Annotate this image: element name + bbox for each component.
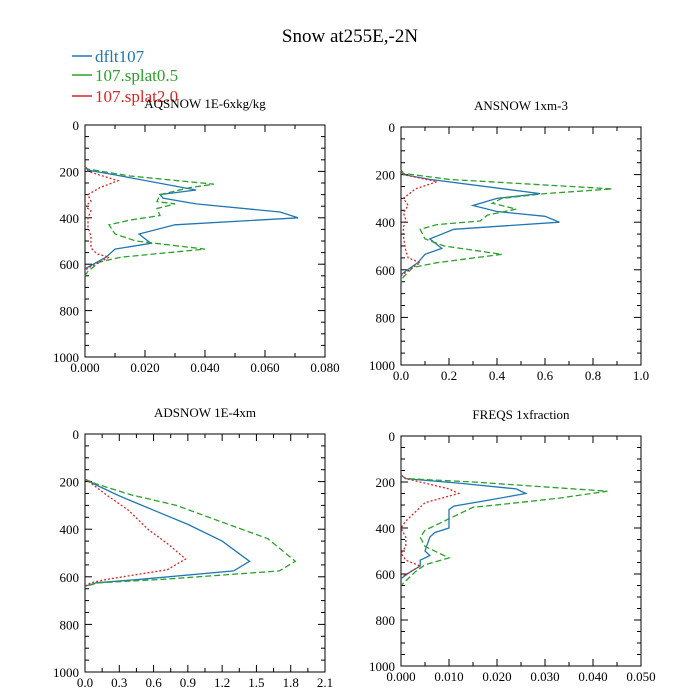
series-line-107-splat2-0: [84, 478, 187, 587]
y-tick-label: 1000: [369, 659, 395, 674]
plot-frame: [400, 126, 642, 366]
x-tick-label: 0.000: [386, 669, 415, 684]
x-tick-label: 0.2: [441, 368, 457, 383]
x-tick-label: 2.1: [317, 675, 333, 690]
panel-title: ADSNOW 1E-4xm: [154, 405, 256, 420]
x-tick-label: 0.3: [111, 675, 127, 690]
x-tick-label: 1.0: [633, 368, 649, 383]
x-tick-label: 0.030: [530, 669, 559, 684]
series-line-107-splat0-5: [84, 166, 215, 277]
series-line-107-splat0-5: [84, 478, 297, 587]
y-tick-label: 800: [60, 617, 80, 632]
x-tick-label: 0.080: [310, 360, 339, 375]
series-line-107-splat0-5: [400, 169, 613, 282]
series-line-107-splat2-0: [400, 474, 461, 579]
y-tick-label: 1000: [369, 358, 395, 373]
y-tick-label: 400: [60, 211, 80, 226]
series-line-dflt107: [84, 478, 251, 587]
y-tick-label: 600: [376, 567, 396, 582]
y-tick-label: 0: [73, 118, 80, 133]
x-tick-label: 0.8: [585, 368, 601, 383]
y-tick-label: 0: [73, 427, 80, 442]
y-tick-label: 400: [60, 522, 80, 537]
y-tick-label: 400: [376, 215, 396, 230]
y-tick-label: 200: [60, 164, 80, 179]
series-line-107-splat0-5: [400, 474, 608, 586]
panel-title: ANSNOW 1xm-3: [474, 98, 568, 113]
plot-frame: [84, 433, 326, 673]
x-tick-label: 0.020: [130, 360, 159, 375]
legend: dflt107 107.splat0.5 107.splat2.0: [72, 47, 178, 106]
y-tick-label: 200: [60, 475, 80, 490]
figure-title: Snow at255E,-2N: [282, 26, 418, 47]
x-tick-label: 0.050: [626, 669, 655, 684]
series-line-dflt107: [84, 166, 299, 270]
y-tick-label: 600: [60, 257, 80, 272]
x-tick-label: 1.2: [214, 675, 230, 690]
y-tick-label: 800: [60, 304, 80, 319]
x-tick-label: 1.8: [283, 675, 299, 690]
plot-frame: [400, 435, 642, 667]
y-tick-label: 1000: [53, 665, 79, 680]
x-tick-label: 0.040: [578, 669, 607, 684]
x-tick-label: 0.060: [250, 360, 279, 375]
x-tick-label: 0.010: [434, 669, 463, 684]
x-tick-label: 0.4: [489, 368, 506, 383]
series-line-107-splat2-0: [400, 169, 440, 277]
y-tick-label: 400: [376, 521, 396, 536]
legend-label-splat20: 107.splat2.0: [95, 87, 178, 106]
y-tick-label: 200: [376, 475, 396, 490]
y-tick-label: 0: [389, 120, 396, 135]
y-tick-label: 0: [389, 429, 396, 444]
legend-label-dflt107: dflt107: [95, 47, 145, 66]
x-tick-label: 0.0: [77, 675, 93, 690]
y-tick-label: 800: [376, 310, 396, 325]
y-tick-label: 800: [376, 613, 396, 628]
x-tick-label: 0.040: [190, 360, 219, 375]
x-tick-label: 0.6: [537, 368, 554, 383]
x-tick-label: 0.6: [145, 675, 162, 690]
x-tick-label: 0.020: [482, 669, 511, 684]
y-tick-label: 600: [376, 263, 396, 278]
series-line-dflt107: [400, 474, 528, 580]
x-tick-label: 0.0: [393, 368, 409, 383]
series-line-107-splat2-0: [83, 166, 120, 271]
y-tick-label: 1000: [53, 350, 79, 365]
x-tick-label: 0.9: [180, 675, 196, 690]
series-line-dflt107: [400, 169, 560, 276]
plot-frame: [84, 124, 326, 358]
legend-label-splat05: 107.splat0.5: [95, 66, 178, 85]
x-tick-label: 1.5: [248, 675, 264, 690]
y-tick-label: 200: [376, 168, 396, 183]
panel-title: FREQS 1xfraction: [472, 407, 570, 422]
y-tick-label: 600: [60, 570, 80, 585]
x-tick-label: 0.000: [70, 360, 99, 375]
panel-title: AQSNOW 1E-6xkg/kg: [144, 96, 266, 111]
